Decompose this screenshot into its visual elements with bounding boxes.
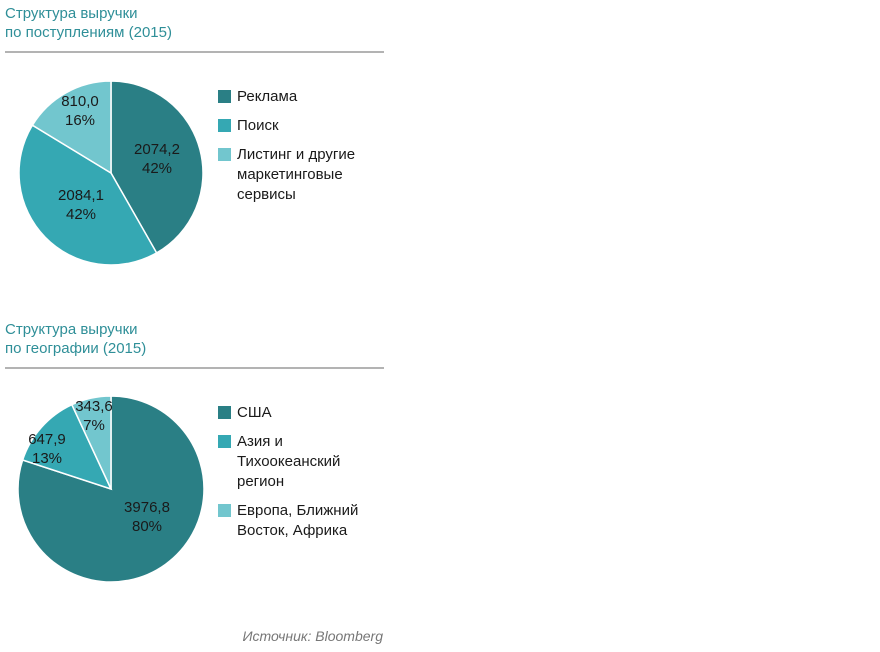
legend-label-line2: Тихоокеанский <box>237 453 341 470</box>
legend-item-europe: Европа, Ближний Восток, Африка <box>218 501 388 541</box>
pie-slice <box>70 395 112 490</box>
slice-value-label: 810,0 <box>61 93 99 110</box>
chart1-title: Структура выручки по поступлениям (2015) <box>5 4 172 42</box>
slice-value-label: 343,6 <box>75 398 113 415</box>
legend-swatch <box>218 435 231 448</box>
slice-percent-label: 80% <box>132 518 162 535</box>
legend-label-line1: Листинг и другие <box>237 146 356 163</box>
chart1-legend: Реклама Поиск Листинг и другие маркетинг… <box>218 87 388 214</box>
legend-label-line2: Восток, Африка <box>237 522 348 539</box>
legend-item-reklama: Реклама <box>218 87 388 107</box>
legend-item-asia: Азия и Тихоокеанский регион <box>218 432 388 492</box>
chart2-legend: США Азия и Тихоокеанский регион Европа, … <box>218 403 388 550</box>
slice-value-label: 3976,8 <box>124 499 170 516</box>
chart2-title-line1: Структура выручки <box>5 321 138 338</box>
legend-item-usa: США <box>218 403 388 423</box>
legend-item-poisk: Поиск <box>218 116 388 136</box>
pie-slice <box>18 124 158 266</box>
source-note: Источник: Bloomberg <box>242 628 383 644</box>
legend-swatch <box>218 406 231 419</box>
legend-label-line3: сервисы <box>237 186 296 203</box>
legend-label-line1: Азия и <box>237 433 283 450</box>
chart2-pie: 3976,8 80% 647,9 13% 343,6 7% <box>17 395 205 583</box>
chart1-pie: 2074,2 42% 2084,1 42% 810,0 16% <box>18 80 204 266</box>
legend-label-line2: маркетинговые <box>237 166 343 183</box>
legend-item-listing: Листинг и другие маркетинговые сервисы <box>218 145 388 205</box>
slice-percent-label: 7% <box>83 417 105 434</box>
legend-label: Реклама <box>237 88 298 105</box>
slice-percent-label: 42% <box>142 160 172 177</box>
legend-swatch <box>218 119 231 132</box>
chart2-divider <box>5 367 384 369</box>
legend-label: США <box>237 404 272 421</box>
legend-swatch <box>218 504 231 517</box>
legend-label-line1: Европа, Ближний <box>237 502 359 519</box>
chart2-title-line2: по географии (2015) <box>5 340 147 357</box>
pie-slice <box>21 403 113 491</box>
slice-percent-label: 16% <box>65 112 95 129</box>
slice-value-label: 2084,1 <box>58 187 104 204</box>
legend-label-line3: регион <box>237 473 285 490</box>
slice-percent-label: 42% <box>66 206 96 223</box>
legend-label: Поиск <box>237 117 279 134</box>
slice-value-label: 2074,2 <box>134 141 180 158</box>
pie-slice <box>110 80 204 254</box>
chart1-title-line1: Структура выручки <box>5 5 138 22</box>
chart2-title: Структура выручки по географии (2015) <box>5 320 146 358</box>
slice-value-label: 647,9 <box>28 431 66 448</box>
legend-swatch <box>218 90 231 103</box>
legend-swatch <box>218 148 231 161</box>
pie-slice <box>31 80 112 175</box>
slice-percent-label: 13% <box>32 450 62 467</box>
chart1-title-line2: по поступлениям (2015) <box>5 24 172 41</box>
chart1-divider <box>5 51 384 53</box>
